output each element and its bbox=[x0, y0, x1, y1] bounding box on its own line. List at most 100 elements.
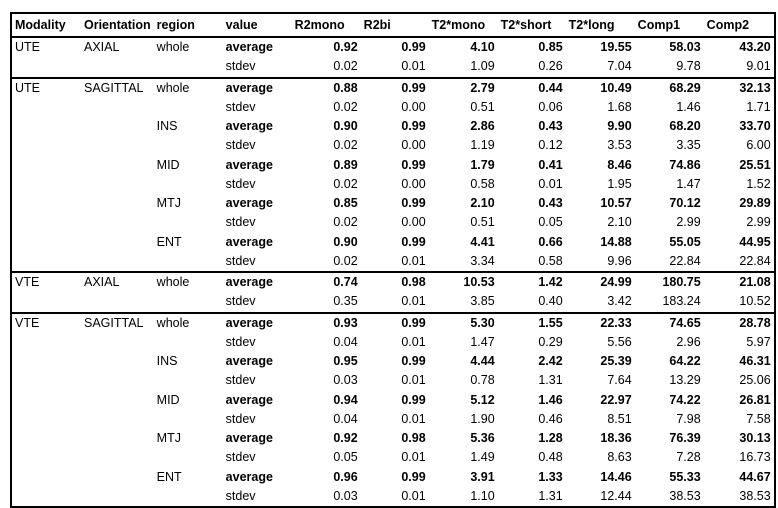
number-cell: 0.99 bbox=[401, 196, 426, 211]
number-cell: 0.88 bbox=[291, 76, 361, 98]
number-cell: 8.63 bbox=[607, 450, 632, 465]
value-type-cell: average bbox=[225, 234, 273, 249]
table-row: stdev 0.04 0.01 1.47 0.29 5.56 2.96 5.97 bbox=[11, 333, 775, 352]
value-type-cell: stdev bbox=[225, 253, 256, 268]
value-type-cell: stdev bbox=[225, 334, 256, 349]
number-cell: 1.55 bbox=[497, 311, 566, 333]
table-row: VTE SAGITTAL whole average 0.93 0.99 5.30 1.55 2… bbox=[11, 311, 775, 333]
table-row: MID average 0.89 0.99 1.79 0.41 8.46 74.86 25.51 bbox=[11, 156, 775, 175]
value-type-cell: stdev bbox=[225, 488, 256, 503]
table-row: stdev 0.02 0.00 1.19 0.12 3.53 3.35 6.00 bbox=[11, 136, 775, 155]
number-cell: 55.33 bbox=[669, 469, 701, 484]
empty-cell bbox=[154, 175, 223, 194]
empty-cell bbox=[11, 98, 81, 117]
number-cell: 0.95 bbox=[333, 354, 358, 369]
number-cell: 0.01 bbox=[401, 253, 426, 268]
number-cell: 0.44 bbox=[497, 76, 566, 98]
empty-cell bbox=[81, 117, 154, 136]
value-type-cell: average bbox=[225, 354, 273, 369]
empty-cell bbox=[11, 333, 81, 352]
number-cell: 5.97 bbox=[746, 334, 771, 349]
number-cell: 4.41 bbox=[470, 234, 495, 249]
number-cell: 25.06 bbox=[739, 373, 771, 388]
header-cell: T2*short bbox=[497, 13, 566, 38]
number-cell: 0.00 bbox=[401, 99, 426, 114]
number-cell: 0.02 bbox=[333, 176, 358, 191]
number-cell: 29.89 bbox=[739, 196, 771, 211]
number-cell: 0.29 bbox=[538, 334, 563, 349]
value-type-cell: stdev bbox=[225, 294, 256, 309]
number-cell: 0.99 bbox=[401, 157, 426, 172]
number-cell: 0.99 bbox=[360, 311, 429, 333]
empty-cell bbox=[154, 487, 223, 507]
number-cell: 0.48 bbox=[538, 450, 563, 465]
empty-cell bbox=[11, 429, 81, 448]
number-cell: 55.05 bbox=[669, 234, 701, 249]
number-cell: 1.47 bbox=[676, 176, 701, 191]
modality-cell: VTE bbox=[11, 311, 81, 333]
table-row: UTE SAGITTAL whole average 0.88 0.99 2.79 0.44 1… bbox=[11, 76, 775, 98]
empty-cell bbox=[81, 156, 154, 175]
empty-cell bbox=[11, 117, 81, 136]
number-cell: 1.71 bbox=[746, 99, 771, 114]
number-cell: 180.75 bbox=[634, 270, 704, 293]
number-cell: 1.09 bbox=[470, 59, 495, 74]
modality-cell: UTE bbox=[11, 76, 81, 98]
header-row: Modality Orientation region value R2mono R2bi… bbox=[11, 13, 775, 38]
number-cell: 30.13 bbox=[739, 431, 771, 446]
number-cell: 64.22 bbox=[669, 354, 701, 369]
number-cell: 1.95 bbox=[607, 176, 632, 191]
empty-cell bbox=[11, 213, 81, 232]
number-cell: 0.00 bbox=[401, 176, 426, 191]
empty-cell bbox=[154, 448, 223, 467]
number-cell: 7.98 bbox=[676, 411, 701, 426]
number-cell: 0.85 bbox=[333, 196, 358, 211]
table-row: stdev 0.02 0.00 0.51 0.06 1.68 1.46 1.71 bbox=[11, 98, 775, 117]
value-type-cell: average bbox=[222, 76, 292, 98]
number-cell: 0.41 bbox=[538, 157, 563, 172]
value-type-cell: average bbox=[225, 196, 273, 211]
number-cell: 7.64 bbox=[607, 373, 632, 388]
number-cell: 1.49 bbox=[470, 450, 495, 465]
number-cell: 0.43 bbox=[538, 119, 563, 134]
empty-cell bbox=[11, 252, 81, 272]
number-cell: 9.96 bbox=[607, 253, 632, 268]
number-cell: 0.03 bbox=[333, 488, 358, 503]
table-wrap: Modality Orientation region value R2mono R2bi… bbox=[10, 12, 776, 508]
number-cell: 3.53 bbox=[607, 138, 632, 153]
number-cell: 0.12 bbox=[538, 138, 563, 153]
orientation-cell: AXIAL bbox=[81, 35, 154, 58]
number-cell: 5.30 bbox=[428, 311, 498, 333]
number-cell: 0.04 bbox=[333, 334, 358, 349]
number-cell: 33.70 bbox=[739, 119, 771, 134]
empty-cell bbox=[154, 98, 223, 117]
value-type-cell: average bbox=[225, 157, 273, 172]
empty-cell bbox=[11, 57, 81, 77]
number-cell: 0.66 bbox=[538, 234, 563, 249]
number-cell: 0.78 bbox=[470, 373, 495, 388]
number-cell: 14.88 bbox=[600, 234, 632, 249]
number-cell: 10.49 bbox=[565, 76, 635, 98]
empty-cell bbox=[11, 391, 81, 410]
number-cell: 6.00 bbox=[746, 138, 771, 153]
header-cell: T2*long bbox=[565, 13, 635, 38]
number-cell: 0.90 bbox=[333, 234, 358, 249]
empty-cell bbox=[81, 175, 154, 194]
number-cell: 3.85 bbox=[470, 294, 495, 309]
number-cell: 0.74 bbox=[291, 270, 361, 293]
table-body: UTE AXIAL whole average 0.92 0.99 4.10 0.85 19.5… bbox=[11, 35, 775, 507]
number-cell: 3.35 bbox=[676, 138, 701, 153]
number-cell: 22.33 bbox=[565, 311, 635, 333]
header-cell: T2*mono bbox=[428, 13, 498, 38]
number-cell: 3.42 bbox=[607, 294, 632, 309]
number-cell: 0.99 bbox=[360, 35, 429, 58]
number-cell: 2.99 bbox=[676, 215, 701, 230]
number-cell: 0.99 bbox=[401, 354, 426, 369]
number-cell: 1.33 bbox=[538, 469, 563, 484]
number-cell: 10.52 bbox=[739, 294, 771, 309]
region-cell: MTJ bbox=[156, 196, 181, 211]
empty-cell bbox=[81, 487, 154, 507]
table-row: MID average 0.94 0.99 5.12 1.46 22.97 74.22 26.8… bbox=[11, 391, 775, 410]
number-cell: 0.89 bbox=[333, 157, 358, 172]
